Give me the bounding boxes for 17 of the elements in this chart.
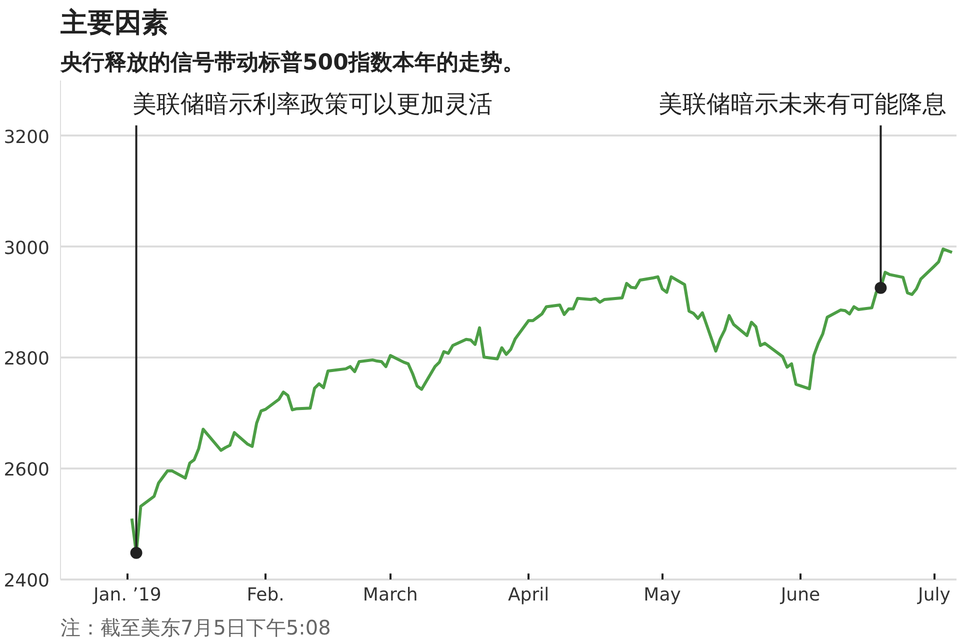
y-tick-label: 2600 <box>4 460 50 481</box>
y-tick-label: 3200 <box>4 126 50 148</box>
y-tick-label: 2800 <box>4 348 50 370</box>
y-tick-label: 2400 <box>4 570 50 592</box>
y-tick-label: 3000 <box>4 238 50 259</box>
x-tick-label: June <box>780 584 820 606</box>
annotation: 美联储暗示利率政策可以更加灵活 <box>132 90 492 118</box>
chart-subtitle: 央行释放的信号带动标普500指数本年的走势。 <box>60 50 524 76</box>
x-tick-label: May <box>644 584 682 606</box>
x-tick-label: July <box>917 584 951 606</box>
x-tick-label: Jan. ’19 <box>92 584 162 606</box>
x-tick-label: Feb. <box>246 584 284 606</box>
x-tick-label: April <box>508 584 550 606</box>
annotation: 美联储暗示未来有可能降息 <box>658 90 947 118</box>
text: 注：截至美东7月5日下午5:08 <box>60 616 331 640</box>
chart-title: 主要因素 <box>60 8 168 38</box>
x-tick-label: March <box>362 584 418 606</box>
